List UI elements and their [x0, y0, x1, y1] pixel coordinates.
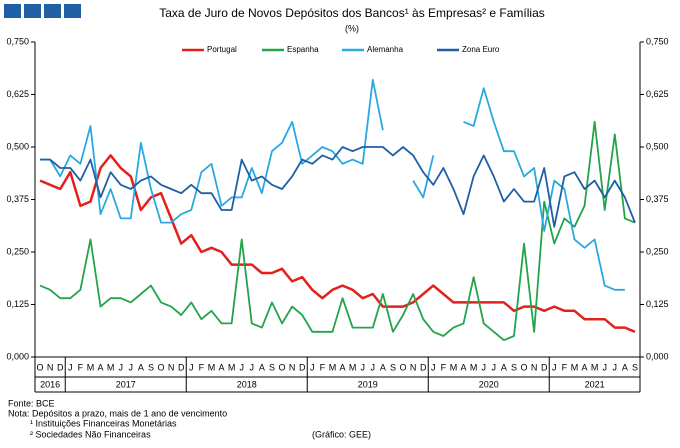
year-label: 2018	[237, 379, 257, 389]
legend-label: Zona Euro	[462, 45, 500, 54]
year-label: 2020	[479, 379, 499, 389]
y-tick-label: 0,625	[6, 89, 29, 99]
note: ¹ Instituições Financeiras Monetárias	[30, 418, 177, 428]
x-tick-label: M	[329, 362, 337, 372]
logo-block	[64, 4, 81, 18]
x-tick-label: J	[360, 362, 365, 372]
x-tick-label: A	[622, 362, 628, 372]
x-tick-label: M	[208, 362, 216, 372]
series-line	[39, 120, 636, 342]
x-tick-label: A	[259, 362, 265, 372]
x-tick-label: M	[470, 362, 478, 372]
y-tick-label: 0,125	[6, 299, 29, 309]
x-tick-label: A	[340, 362, 346, 372]
legend-label: Portugal	[207, 45, 237, 54]
x-tick-label: N	[289, 362, 296, 372]
x-tick-label: N	[168, 362, 175, 372]
x-tick-label: N	[410, 362, 417, 372]
y2-tick-label: 0,750	[646, 36, 669, 46]
x-tick-label: A	[501, 362, 507, 372]
y2-tick-label: 0,500	[646, 141, 669, 151]
x-tick-label: M	[450, 362, 458, 372]
x-tick-label: J	[371, 362, 376, 372]
x-tick-label: F	[199, 362, 205, 372]
x-tick-label: J	[602, 362, 607, 372]
x-tick-label: J	[613, 362, 618, 372]
y-tick-label: 0,375	[6, 194, 29, 204]
note: Fonte: BCE	[8, 398, 55, 408]
x-tick-label: J	[189, 362, 194, 372]
x-tick-label: J	[310, 362, 315, 372]
x-tick-label: S	[148, 362, 154, 372]
x-tick-label: A	[219, 362, 225, 372]
logo-block	[44, 4, 61, 18]
year-label: 2016	[40, 379, 60, 389]
x-tick-label: F	[320, 362, 326, 372]
y-tick-label: 0,750	[6, 36, 29, 46]
x-tick-label: S	[390, 362, 396, 372]
x-tick-label: N	[47, 362, 54, 372]
x-tick-label: J	[250, 362, 255, 372]
note: Nota: Depósitos a prazo, mais de 1 ano d…	[8, 408, 227, 418]
x-tick-label: O	[37, 362, 44, 372]
chart-subtitle: (%)	[345, 23, 359, 33]
x-tick-label: F	[441, 362, 447, 372]
note: ² Sociedades Não Financeiras	[30, 429, 151, 439]
x-tick-label: J	[118, 362, 123, 372]
x-tick-label: M	[591, 362, 599, 372]
x-tick-label: O	[158, 362, 165, 372]
x-tick-label: J	[492, 362, 497, 372]
x-tick-label: D	[541, 362, 548, 372]
x-tick-label: A	[582, 362, 588, 372]
x-tick-label: J	[129, 362, 134, 372]
x-tick-label: J	[68, 362, 73, 372]
legend-label: Alemanha	[367, 45, 404, 54]
y2-tick-label: 0,125	[646, 299, 669, 309]
x-tick-label: O	[279, 362, 286, 372]
x-tick-label: D	[299, 362, 306, 372]
y2-tick-label: 0,250	[646, 246, 669, 256]
x-tick-label: O	[400, 362, 407, 372]
year-label: 2017	[116, 379, 136, 389]
x-tick-label: M	[107, 362, 115, 372]
x-tick-label: S	[511, 362, 517, 372]
y2-tick-label: 0,375	[646, 194, 669, 204]
x-tick-label: S	[632, 362, 638, 372]
y-tick-label: 0,500	[6, 141, 29, 151]
logo-block	[24, 4, 41, 18]
x-tick-label: O	[521, 362, 528, 372]
x-tick-label: D	[420, 362, 427, 372]
legend-label: Espanha	[287, 45, 319, 54]
y-tick-label: 0,250	[6, 246, 29, 256]
x-tick-label: M	[228, 362, 236, 372]
x-tick-label: D	[178, 362, 185, 372]
year-label: 2021	[585, 379, 605, 389]
y-tick-label: 0,000	[6, 351, 29, 361]
series-line	[40, 78, 625, 291]
x-tick-label: F	[78, 362, 84, 372]
x-tick-label: A	[380, 362, 386, 372]
chart-title: Taxa de Juro de Novos Depósitos dos Banc…	[159, 6, 545, 20]
year-label: 2019	[358, 379, 378, 389]
x-tick-label: J	[552, 362, 557, 372]
x-tick-label: S	[269, 362, 275, 372]
x-tick-label: A	[138, 362, 144, 372]
credit: (Gráfico: GEE)	[312, 429, 371, 439]
series-line	[40, 146, 636, 228]
x-tick-label: M	[349, 362, 357, 372]
x-tick-label: F	[562, 362, 568, 372]
x-tick-label: M	[571, 362, 579, 372]
x-tick-label: J	[239, 362, 244, 372]
x-tick-label: M	[87, 362, 95, 372]
y2-tick-label: 0,625	[646, 89, 669, 99]
x-tick-label: J	[481, 362, 486, 372]
y2-tick-label: 0,000	[646, 351, 669, 361]
x-tick-label: N	[531, 362, 538, 372]
x-tick-label: J	[431, 362, 436, 372]
x-tick-label: D	[57, 362, 64, 372]
x-tick-label: A	[461, 362, 467, 372]
logo-block	[4, 4, 21, 18]
x-tick-label: A	[98, 362, 104, 372]
